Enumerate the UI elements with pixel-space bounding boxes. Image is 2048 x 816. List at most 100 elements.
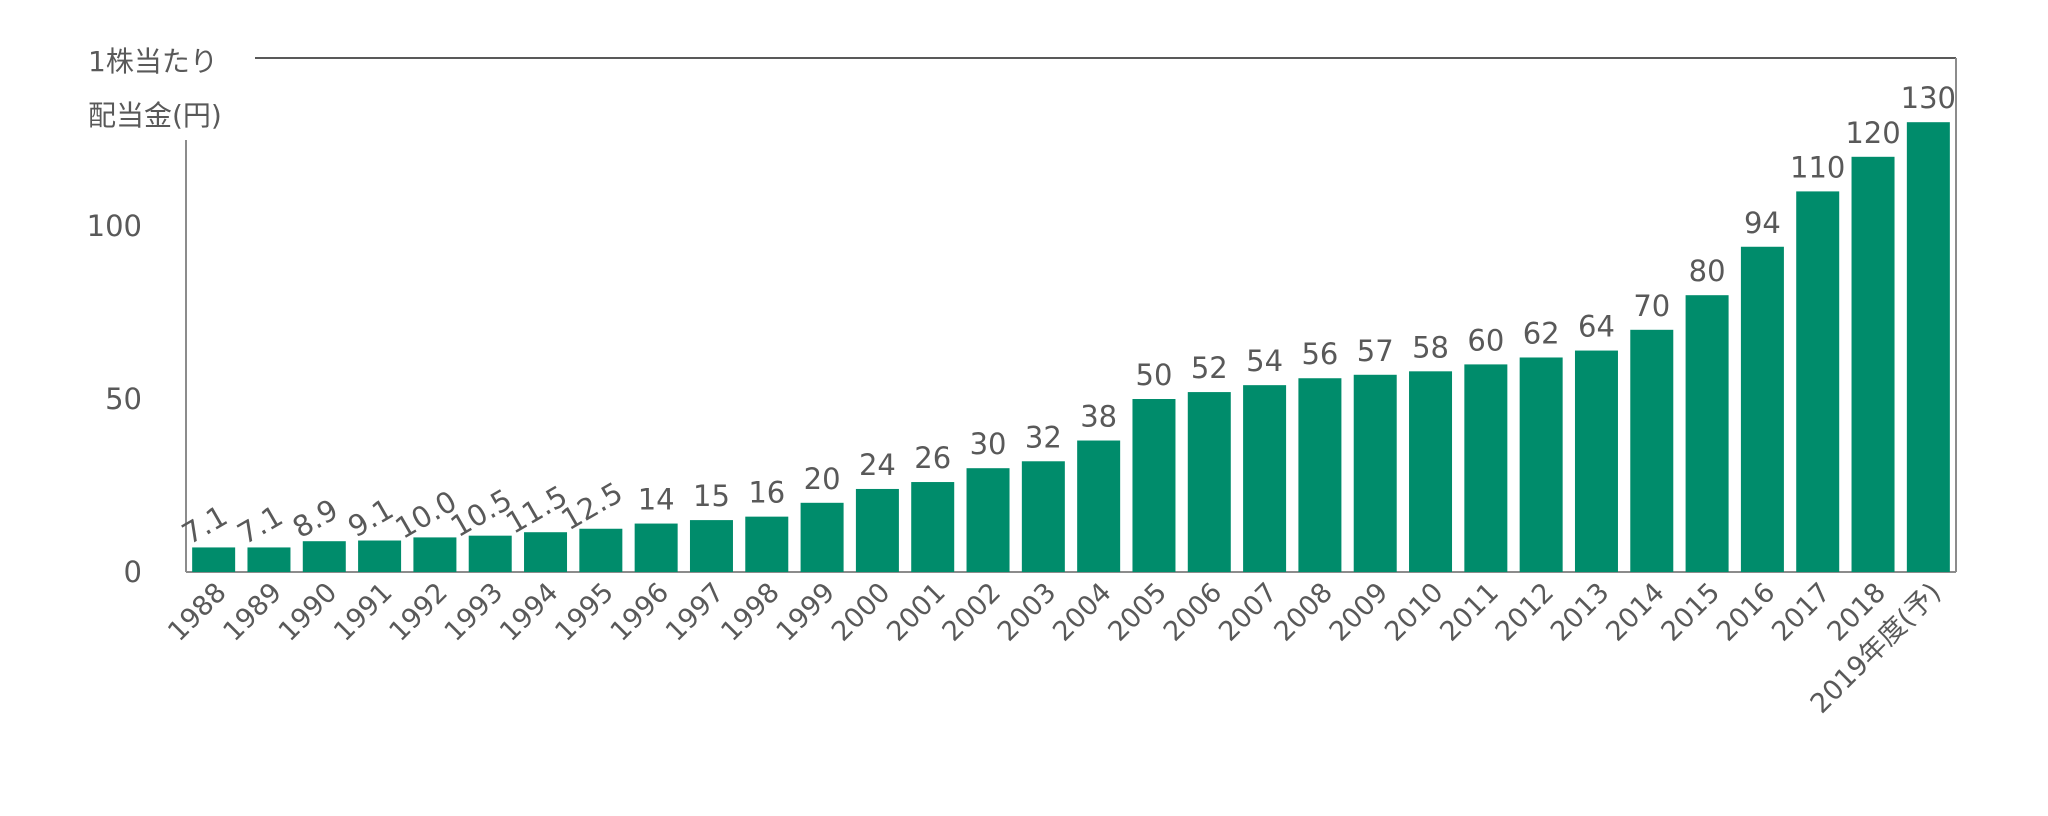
x-tick-label: 2008	[1268, 577, 1339, 648]
value-label: 80	[1689, 254, 1726, 288]
x-tick-label: 2000	[826, 577, 897, 648]
bar	[634, 523, 678, 572]
bar	[1464, 364, 1508, 572]
value-label: 57	[1357, 334, 1394, 368]
bar	[800, 502, 844, 572]
y-tick-labels: 0 50 100	[87, 209, 142, 589]
value-label: 94	[1744, 206, 1781, 240]
value-label: 14	[638, 483, 675, 517]
x-tick-label: 2009	[1324, 577, 1395, 648]
bars	[192, 122, 1950, 573]
x-tick-label: 2016	[1711, 577, 1782, 648]
x-tick-labels: 1988198919901991199219931994199519961997…	[162, 577, 1947, 720]
x-tick-label: 2004	[1047, 577, 1118, 648]
value-label: 12.5	[555, 475, 628, 537]
y-tick-label: 100	[87, 209, 142, 243]
x-tick-label: 1996	[605, 577, 676, 648]
bar	[1132, 399, 1176, 572]
y-tick-label: 50	[105, 382, 142, 416]
x-tick-label: 2012	[1490, 577, 1561, 648]
y-axis-title-line1: 1株当たり	[88, 45, 218, 78]
value-label: 58	[1412, 330, 1449, 364]
bar	[1409, 371, 1453, 572]
x-tick-label: 2002	[936, 577, 1007, 648]
x-tick-label: 2010	[1379, 577, 1450, 648]
bar	[966, 468, 1010, 572]
x-tick-label: 1990	[273, 577, 344, 648]
value-label: 62	[1523, 316, 1560, 350]
bar	[1630, 329, 1674, 572]
x-tick-label: 2007	[1213, 577, 1284, 648]
x-tick-label: 2013	[1545, 577, 1616, 648]
value-label: 7.1	[231, 499, 288, 552]
y-tick-label: 0	[124, 555, 142, 589]
bar	[1851, 156, 1895, 573]
bar	[192, 547, 236, 572]
bar	[1353, 374, 1397, 572]
value-label: 130	[1901, 81, 1956, 115]
value-label: 20	[804, 462, 841, 496]
value-labels: 7.17.18.99.110.010.511.512.5 14 15 16 20 24 26…	[176, 81, 1956, 551]
bar	[1298, 378, 1342, 572]
value-label: 26	[914, 441, 951, 475]
x-tick-label: 1994	[494, 577, 565, 648]
x-tick-label: 1999	[771, 577, 842, 648]
x-tick-label: 1991	[328, 577, 399, 648]
bar	[413, 537, 457, 572]
value-label: 15	[693, 479, 730, 513]
value-label: 50	[1136, 358, 1173, 392]
x-tick-label: 1989	[217, 577, 288, 648]
x-tick-label: 2011	[1434, 577, 1505, 648]
x-tick-label: 1997	[660, 577, 731, 648]
x-tick-label: 1998	[715, 577, 786, 648]
bar	[1740, 246, 1784, 572]
bar	[1796, 191, 1840, 572]
bar	[1243, 385, 1287, 572]
value-label: 64	[1578, 310, 1615, 344]
value-label: 30	[970, 427, 1007, 461]
x-tick-label: 2006	[1158, 577, 1229, 648]
bar	[468, 535, 512, 572]
bar	[524, 532, 568, 572]
bar	[1906, 122, 1950, 572]
bar	[358, 540, 402, 572]
value-label: 54	[1246, 344, 1283, 378]
value-label: 38	[1080, 400, 1117, 434]
x-tick-label: 2014	[1600, 577, 1671, 648]
bar	[302, 541, 346, 572]
x-tick-label: 1995	[549, 577, 620, 648]
x-tick-label: 2003	[992, 577, 1063, 648]
value-label: 110	[1790, 150, 1845, 184]
bar	[579, 528, 623, 572]
bar	[247, 547, 291, 572]
value-label: 24	[859, 448, 896, 482]
bar	[1685, 295, 1729, 572]
x-tick-label: 2005	[1102, 577, 1173, 648]
y-axis-title-line2: 配当金(円)	[88, 99, 222, 132]
bar	[1519, 357, 1563, 572]
value-label: 32	[1025, 420, 1062, 454]
bar	[855, 488, 899, 572]
value-label: 60	[1467, 323, 1504, 357]
bar	[745, 516, 789, 572]
value-label: 56	[1301, 337, 1338, 371]
bar	[1187, 392, 1231, 572]
bar	[1574, 350, 1618, 572]
value-label: 7.1	[176, 499, 233, 552]
bar	[1077, 440, 1121, 572]
x-tick-label: 1988	[162, 577, 233, 648]
bar	[911, 482, 955, 572]
bar	[689, 520, 733, 572]
x-tick-label: 1992	[383, 577, 454, 648]
value-label: 52	[1191, 351, 1228, 385]
value-label: 70	[1633, 289, 1670, 323]
value-label: 16	[748, 476, 785, 510]
value-label: 8.9	[287, 492, 344, 545]
x-tick-label: 1993	[439, 577, 510, 648]
x-tick-label: 2015	[1656, 577, 1727, 648]
x-tick-label: 2017	[1766, 577, 1837, 648]
bar	[1021, 461, 1065, 572]
x-tick-label: 2001	[881, 577, 952, 648]
value-label: 120	[1845, 116, 1900, 150]
